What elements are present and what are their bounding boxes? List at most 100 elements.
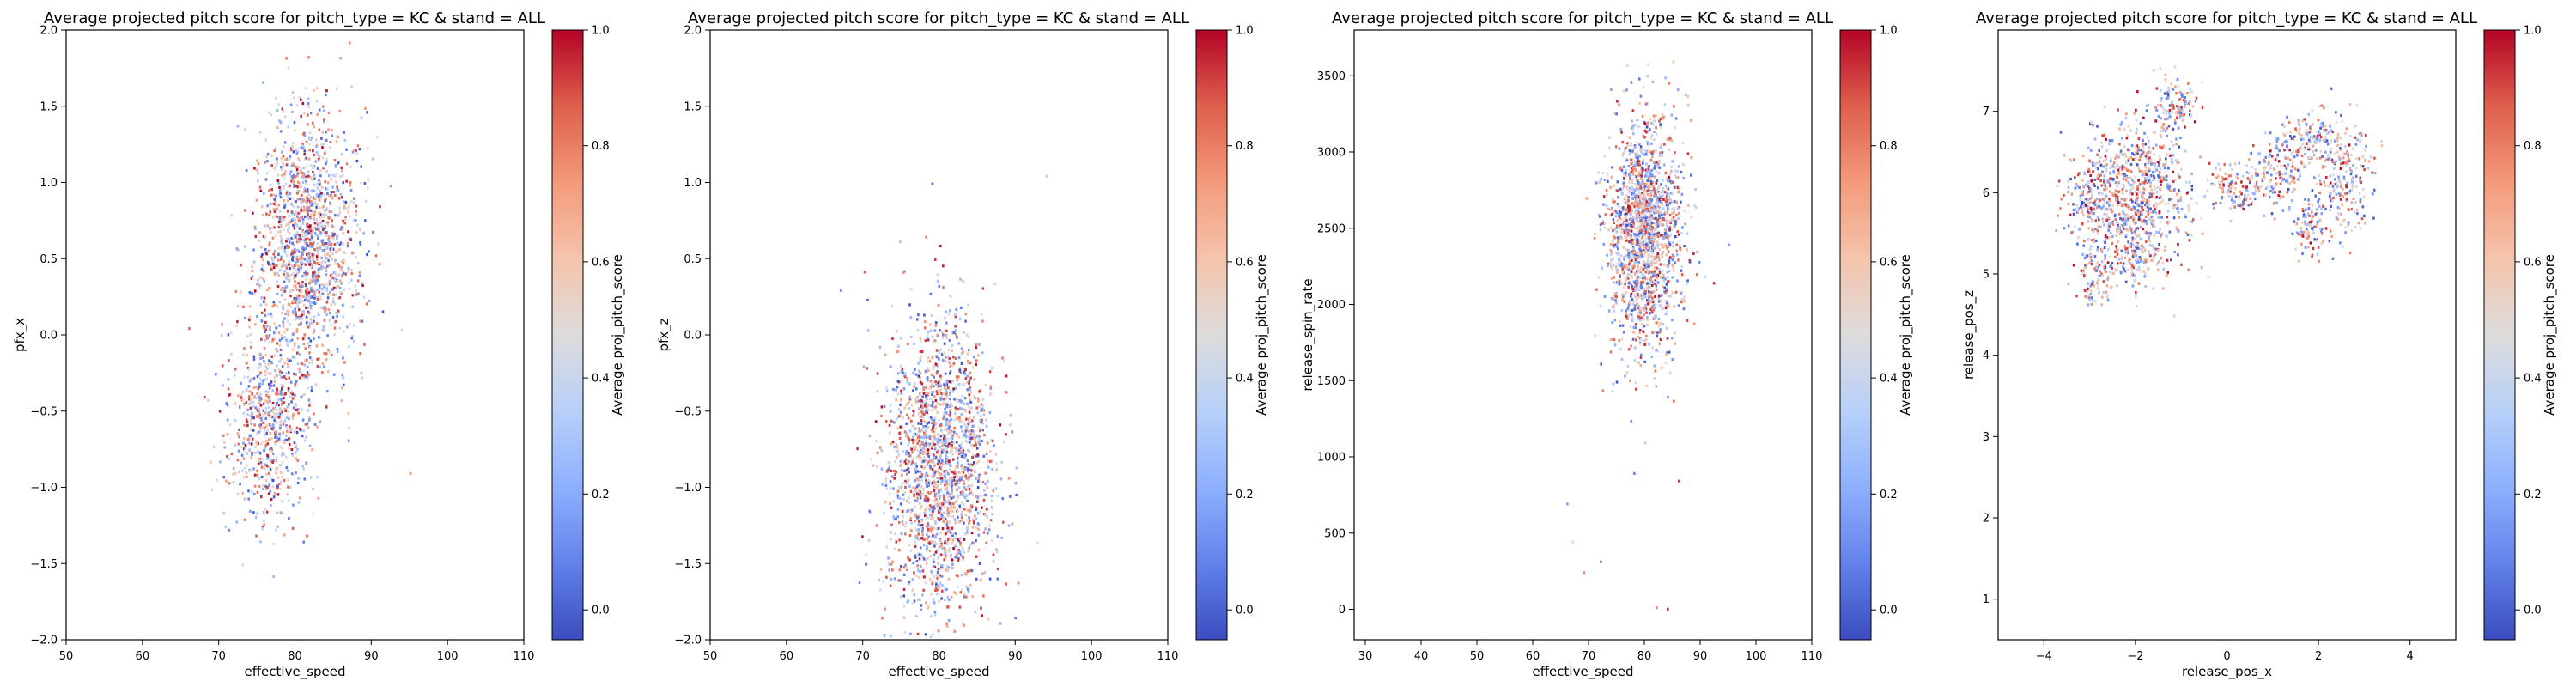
heat-cell <box>276 439 279 442</box>
heat-cell <box>935 487 938 490</box>
heat-cell <box>916 492 919 495</box>
heat-cell <box>991 513 993 516</box>
heat-cell <box>914 467 917 471</box>
heat-cell <box>268 438 270 441</box>
heat-cell <box>285 157 289 161</box>
heat-cell <box>946 510 949 514</box>
heat-cell <box>940 331 944 334</box>
heat-cell <box>339 291 342 295</box>
heat-cell <box>975 406 978 410</box>
heat-cell <box>885 487 888 490</box>
heat-cell <box>314 202 318 205</box>
heat-cell <box>301 284 304 288</box>
heat-cell <box>329 312 331 315</box>
heat-cell <box>303 153 306 156</box>
heat-cell <box>1628 228 1631 233</box>
heat-cell <box>287 386 290 391</box>
heat-cell <box>315 138 318 142</box>
heat-cell <box>981 404 985 408</box>
heat-cell <box>947 495 950 499</box>
heat-cell <box>282 155 285 158</box>
heat-cell <box>926 544 928 549</box>
heat-cell <box>927 528 930 532</box>
heat-cell <box>296 459 300 462</box>
heat-cell <box>278 483 281 486</box>
heat-cell <box>928 492 931 495</box>
heat-cell <box>947 427 951 430</box>
heat-cell <box>305 358 308 362</box>
heat-cell <box>292 173 295 178</box>
heat-cell <box>344 272 347 276</box>
y-tick: −0.5 <box>30 405 66 418</box>
heat-cell <box>1660 210 1663 215</box>
heat-cell <box>297 408 300 411</box>
heat-cell <box>308 282 311 285</box>
heat-cell <box>959 507 962 510</box>
heat-cell <box>940 463 944 466</box>
heat-cell <box>959 445 963 448</box>
heat-cell <box>306 188 309 192</box>
heat-cell <box>965 435 968 439</box>
heat-cell <box>272 459 275 462</box>
heat-cell <box>275 375 277 379</box>
heat-cell <box>933 575 936 579</box>
heat-cell <box>946 396 949 399</box>
heat-cell <box>964 488 968 491</box>
heat-cell <box>917 313 920 317</box>
heat-cell <box>345 179 348 183</box>
heat-cell <box>306 164 308 167</box>
heat-cell <box>314 383 317 386</box>
heat-cell <box>325 131 327 134</box>
heat-cell <box>1631 149 1634 153</box>
heat-cell <box>322 105 325 108</box>
heat-cell <box>315 344 319 348</box>
heat-cell <box>264 479 268 483</box>
heat-cell <box>890 469 893 472</box>
heat-cell <box>951 441 954 444</box>
heat-cell <box>276 484 279 488</box>
heat-cell <box>288 436 291 441</box>
heat-cell <box>283 203 287 207</box>
heat-cell <box>945 454 947 458</box>
heat-cell <box>941 444 944 447</box>
heat-cell <box>889 410 892 413</box>
heat-cell <box>905 403 908 406</box>
heat-cell <box>1666 233 1668 236</box>
heat-cell <box>930 417 933 422</box>
y-tick-label: −2.0 <box>30 635 58 647</box>
heat-cell <box>324 305 326 308</box>
heat-cell <box>345 162 349 166</box>
heat-cell <box>951 542 954 545</box>
heat-cell <box>350 337 353 340</box>
heat-cell <box>957 342 961 345</box>
heat-cell <box>317 224 320 228</box>
heat-cell <box>911 457 914 460</box>
heat-cell <box>307 398 311 402</box>
heat-cell <box>269 230 272 234</box>
heat-cell <box>895 471 898 474</box>
heat-cell <box>924 508 927 512</box>
heat-cell <box>989 385 992 388</box>
x-tick: 90 <box>364 640 379 663</box>
heat-cell <box>1663 263 1666 266</box>
heat-cell <box>282 287 284 290</box>
chart-title: Average projected pitch score for pitch_… <box>688 9 1189 27</box>
heat-cell <box>947 598 951 601</box>
heat-cell <box>319 420 322 423</box>
heat-cell <box>927 535 930 538</box>
heat-cell <box>902 594 906 598</box>
heat-cell <box>275 96 277 100</box>
heat-cell <box>252 429 255 432</box>
heat-cell <box>274 256 276 259</box>
heat-cell <box>1662 193 1664 197</box>
heat-cell <box>232 472 234 476</box>
heat-cell <box>969 433 973 436</box>
heat-cell <box>968 435 970 439</box>
heat-cell <box>927 605 930 608</box>
heat-cell <box>313 270 317 273</box>
heat-cell <box>306 203 308 206</box>
heat-cell <box>1616 189 1619 192</box>
heat-cell <box>1643 343 1646 346</box>
heat-cell <box>914 439 916 442</box>
heat-cell <box>917 532 920 536</box>
